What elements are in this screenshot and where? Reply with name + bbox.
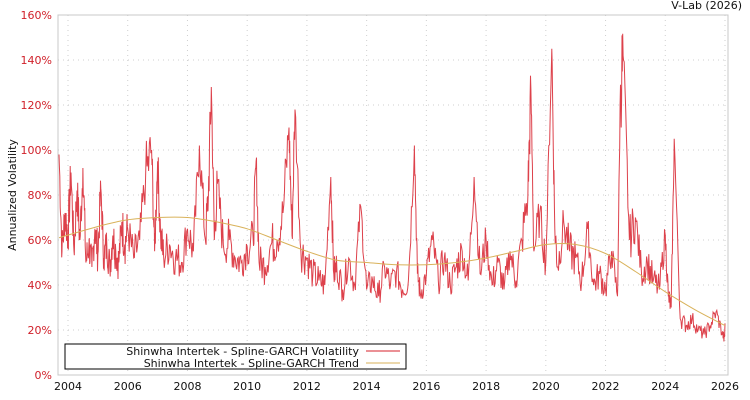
y-tick-label: 0% bbox=[35, 369, 52, 382]
x-tick-label: 2010 bbox=[233, 380, 261, 393]
y-tick-label: 20% bbox=[28, 324, 52, 337]
x-tick-label: 2004 bbox=[54, 380, 82, 393]
volatility-series-line bbox=[58, 33, 726, 342]
x-axis-ticks: 2004 2006 2008 2010 2012 2014 2016 2018 2020 2022… bbox=[54, 380, 739, 393]
x-tick-label: 2008 bbox=[173, 380, 201, 393]
y-tick-label: 100% bbox=[21, 144, 52, 157]
legend-label-trend: Shinwha Intertek - Spline-GARCH Trend bbox=[144, 357, 359, 370]
y-axis-ticks: 0% 20% 40% 60% 80% 100% 120% 140% 160% bbox=[21, 9, 52, 382]
plot-area-border bbox=[57, 14, 729, 376]
legend-box bbox=[64, 343, 407, 370]
x-tick-label: 2026 bbox=[711, 380, 739, 393]
y-tick-label: 140% bbox=[21, 54, 52, 67]
y-tick-label: 40% bbox=[28, 279, 52, 292]
x-tick-label: 2016 bbox=[412, 380, 440, 393]
y-axis-label: Annualized Volatility bbox=[6, 139, 19, 251]
x-tick-label: 2022 bbox=[592, 380, 620, 393]
x-tick-label: 2024 bbox=[651, 380, 679, 393]
x-tick-label: 2020 bbox=[532, 380, 560, 393]
x-tick-label: 2012 bbox=[293, 380, 321, 393]
x-tick-label: 2006 bbox=[114, 380, 142, 393]
legend: Shinwha Intertek - Spline-GARCH Volatili… bbox=[64, 343, 407, 370]
chart-credit: V-Lab (2026) bbox=[671, 0, 742, 12]
y-tick-label: 60% bbox=[28, 234, 52, 247]
legend-label-volatility: Shinwha Intertek - Spline-GARCH Volatili… bbox=[126, 345, 359, 358]
y-tick-label: 80% bbox=[28, 189, 52, 202]
y-tick-label: 120% bbox=[21, 99, 52, 112]
y-tick-label: 160% bbox=[21, 9, 52, 22]
x-tick-label: 2018 bbox=[472, 380, 500, 393]
x-tick-label: 2014 bbox=[353, 380, 381, 393]
trend-series-line bbox=[58, 216, 726, 326]
grid-lines bbox=[58, 15, 728, 375]
